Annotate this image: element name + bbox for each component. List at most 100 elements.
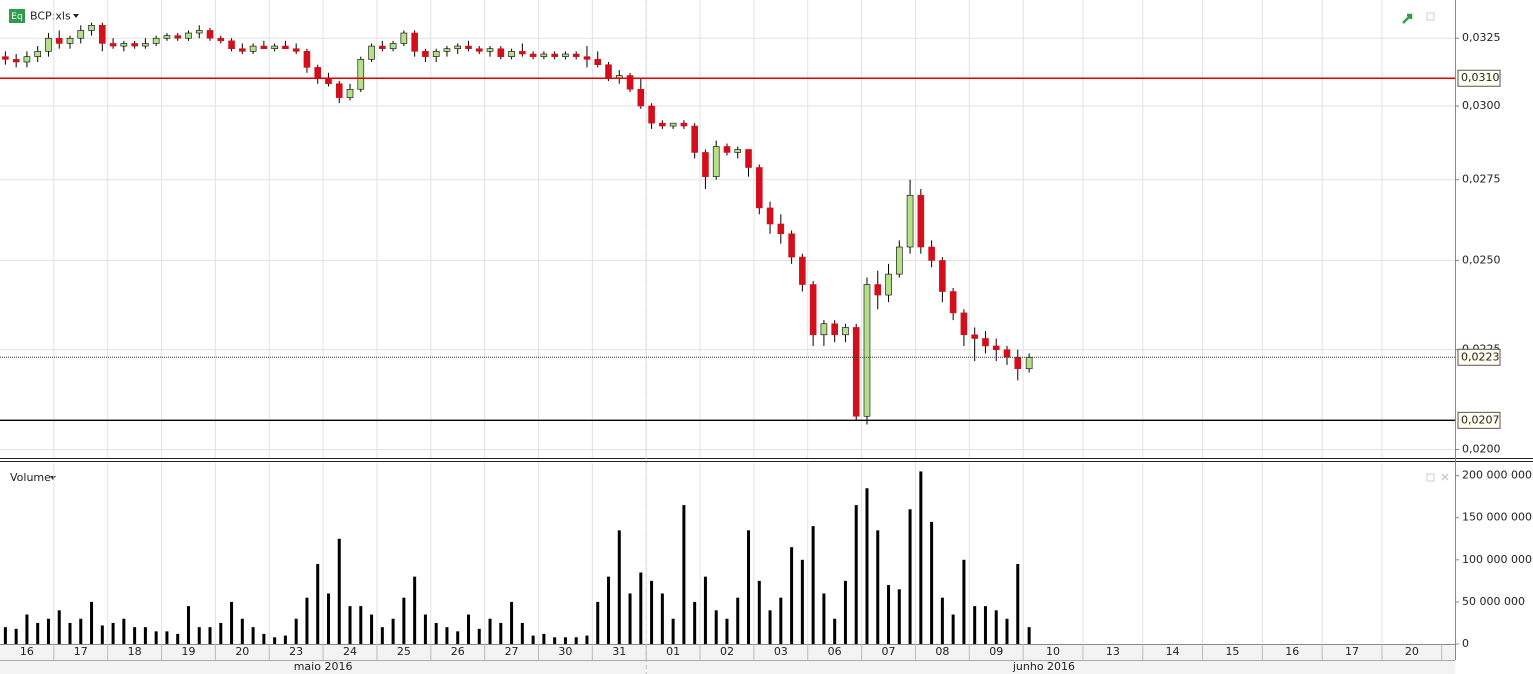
volume-bar [574, 637, 578, 644]
volume-bar [133, 627, 137, 644]
x-tick-label: 19 [181, 645, 195, 658]
volume-bar [930, 521, 934, 644]
volume-bar [176, 633, 180, 644]
panel-icon[interactable] [1426, 12, 1435, 21]
candle-body [508, 51, 515, 57]
x-tick-label: 25 [397, 645, 411, 658]
volume-bar [736, 597, 740, 644]
volume-title[interactable]: Volume [10, 471, 51, 484]
volume-bar [887, 585, 891, 644]
x-tick-label: 16 [1285, 645, 1299, 658]
volume-bar [703, 576, 707, 644]
volume-bar [1005, 618, 1009, 644]
volume-bar [273, 637, 277, 644]
y-tick-label: 0,0250 [1462, 253, 1501, 266]
volume-bar [693, 601, 697, 644]
volume-bar [714, 610, 718, 644]
candle-body [648, 105, 655, 124]
candle-body [691, 125, 698, 153]
volume-bar [876, 530, 880, 644]
candle-body [475, 48, 483, 52]
volume-bar [790, 547, 794, 644]
candle-body [228, 40, 235, 50]
level-label: 0,0207 [1461, 413, 1500, 426]
volume-bar [510, 601, 514, 644]
volume-bar [14, 628, 18, 644]
candle-body [282, 45, 289, 50]
volume-bar [650, 580, 654, 644]
trend-icon[interactable] [1402, 13, 1413, 24]
y-tick-label: 0,0200 [1462, 442, 1501, 455]
x-tick-label: 24 [343, 645, 357, 658]
volume-bar [197, 627, 201, 644]
chart-title[interactable]: BCP:xls [30, 10, 71, 23]
month-label: junho 2016 [1012, 660, 1075, 673]
volume-bar [466, 614, 470, 644]
candle-body [335, 83, 343, 98]
candle-body [152, 37, 160, 44]
title-dropdown[interactable] [73, 14, 79, 18]
x-tick-label: 03 [774, 645, 788, 658]
candle-body [540, 53, 548, 57]
candle-body [1014, 356, 1022, 370]
volume-bar [262, 633, 266, 644]
candle-body [1003, 349, 1011, 358]
candle-body [325, 77, 332, 85]
volume-bar [811, 526, 815, 644]
volume-bar [768, 610, 772, 644]
candle-body [239, 48, 246, 52]
candle-body [852, 327, 860, 417]
x-tick-label: 23 [289, 645, 303, 658]
x-tick-label: 10 [1046, 645, 1060, 658]
candle-body [766, 207, 774, 225]
x-tick-label: 01 [666, 645, 680, 658]
volume-bar [865, 488, 869, 644]
candle-body [66, 37, 74, 44]
volume-bar [854, 505, 858, 644]
volume-bar [359, 606, 363, 644]
volume-bar [477, 628, 481, 644]
candle-body [260, 45, 268, 50]
candle-body [486, 48, 494, 52]
candle-body [206, 30, 214, 39]
y-tick-label: 0,0300 [1462, 99, 1501, 112]
volume-bar [434, 622, 438, 644]
volume-bar [779, 597, 783, 644]
candle-body [23, 56, 31, 63]
candle-body [195, 30, 203, 34]
volume-bar [660, 593, 664, 644]
candle-body [992, 345, 1000, 351]
volume-bar [833, 618, 837, 644]
close-icon[interactable] [1441, 473, 1449, 481]
candle-body [895, 246, 903, 275]
y-tick-label: 50 000 000 [1462, 595, 1525, 608]
volume-bar [208, 627, 212, 644]
candle-body [131, 43, 138, 47]
candle-body [755, 167, 763, 209]
volume-bar [305, 597, 309, 644]
x-tick-label: 26 [451, 645, 465, 658]
volume-dropdown[interactable] [50, 476, 56, 480]
level-label: 0,0310 [1461, 71, 1500, 84]
volume-bar [553, 637, 557, 644]
volume-bar [940, 597, 944, 644]
candle-body [939, 260, 946, 292]
x-tick-label: 30 [558, 645, 572, 658]
candle-body [99, 24, 106, 44]
candle-body [314, 67, 322, 79]
volume-bar [326, 593, 330, 644]
x-axis-band [0, 644, 1455, 674]
volume-bar [111, 622, 115, 644]
x-tick-label: 08 [935, 645, 949, 658]
volume-bar [499, 622, 503, 644]
candle-body [55, 37, 63, 44]
volume-bar [800, 559, 804, 644]
candle-body [389, 43, 397, 50]
candle-body [379, 45, 386, 50]
candle-body [637, 88, 645, 107]
candle-body [874, 284, 882, 296]
x-tick-label: 02 [720, 645, 734, 658]
panel-icon[interactable] [1426, 473, 1435, 482]
volume-bar [240, 618, 244, 644]
